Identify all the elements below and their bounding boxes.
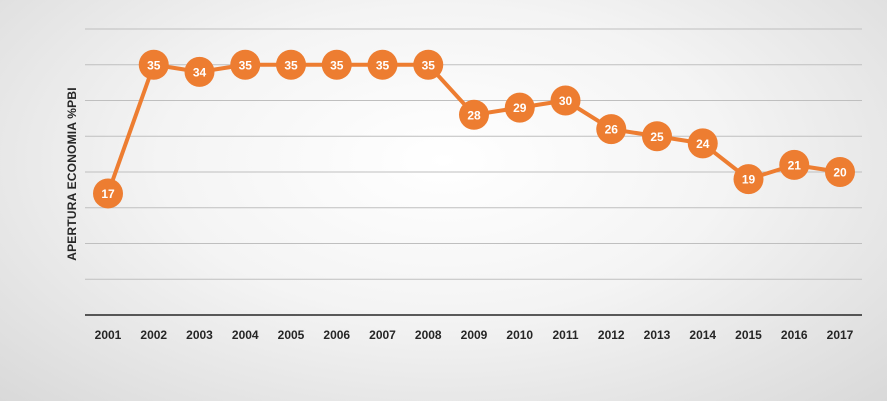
data-label: 19: [742, 173, 756, 187]
data-label: 34: [193, 65, 207, 79]
data-point: [733, 164, 764, 195]
x-tick-label: 2011: [552, 328, 578, 342]
y-axis-label: APERTURA ECONOMIA %PBI: [65, 87, 79, 261]
data-point: [413, 49, 444, 80]
data-point: [138, 49, 169, 80]
x-tick-label: 2002: [140, 328, 167, 342]
data-label: 30: [559, 94, 573, 108]
data-point: [504, 92, 535, 123]
x-tick-label: 2005: [278, 328, 305, 342]
data-point: [459, 99, 489, 130]
x-tick-label: 2012: [598, 328, 625, 342]
data-label: 35: [422, 58, 436, 72]
x-tick-label: 2006: [323, 328, 350, 342]
data-point: [825, 157, 855, 187]
data-label: 20: [833, 166, 847, 180]
x-tick-label: 2013: [644, 328, 671, 342]
data-label: 17: [101, 187, 115, 201]
data-point: [642, 121, 672, 152]
data-label: 25: [650, 130, 664, 144]
x-tick-label: 2001: [95, 328, 122, 342]
x-tick-label: 2004: [232, 328, 259, 342]
data-point: [276, 49, 306, 80]
data-point: [321, 49, 352, 80]
x-tick-label: 2003: [186, 328, 213, 342]
data-point: [93, 178, 123, 209]
data-label: 21: [788, 158, 802, 172]
data-label: 35: [147, 58, 161, 72]
x-tick-label: 2007: [369, 328, 396, 342]
data-point: [779, 149, 810, 180]
x-tick-label: 2008: [415, 328, 442, 342]
data-label: 35: [330, 58, 344, 72]
x-tick-label: 2015: [735, 328, 762, 342]
data-label: 29: [513, 101, 527, 115]
data-point: [230, 49, 261, 80]
data-point: [367, 49, 398, 80]
data-label: 35: [376, 58, 390, 72]
data-label: 35: [284, 58, 298, 72]
x-tick-label: 2016: [781, 328, 808, 342]
x-tick-label: 2014: [689, 328, 716, 342]
data-point: [184, 56, 215, 87]
data-label: 24: [696, 137, 710, 151]
data-label: 26: [605, 123, 619, 137]
x-tick-label: 2017: [827, 328, 854, 342]
x-tick-label: 2009: [461, 328, 488, 342]
x-tick-label: 2010: [506, 328, 533, 342]
data-label: 35: [239, 58, 253, 72]
data-point: [687, 128, 718, 159]
data-point: [596, 114, 627, 145]
data-label: 28: [467, 108, 481, 122]
data-point: [550, 85, 581, 116]
